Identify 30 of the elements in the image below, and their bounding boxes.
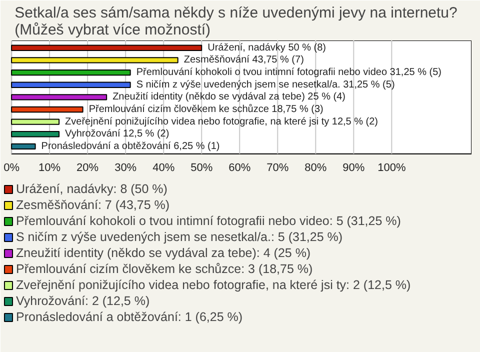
data-label: Zesměšňování 43,75 % (7) (184, 54, 304, 66)
x-tick-label: 80% (304, 162, 327, 174)
data-label: Zneužití identity (někdo se vydával za tebe) 25 % (4) (112, 92, 346, 103)
data-label: Přemlouvání cizím člověkem ke schůzce 18,75 % (3) (88, 102, 324, 115)
x-tick-label: 0% (4, 162, 20, 174)
chart-title: Setkal/a ses sám/sama někdy s níže uvedenými jevy na internetu? (Můžeš vybrat více možností) (14, 4, 458, 38)
legend-label: Zneužití identity (někdo se vydával za tebe): 4 (25 %) (16, 246, 311, 260)
data-label: Urážení, nadávky 50 % (8) (208, 42, 326, 54)
legend-label: Zveřejnění ponižujícího videa nebo fotografie, na které jsi ty: 2 (12,5 %) (16, 278, 411, 292)
x-tick-label: 40% (152, 162, 175, 174)
legend-label: Urážení, nadávky: 8 (50 %) (16, 182, 168, 196)
x-tick-label: 90% (342, 162, 365, 174)
legend-label: Pronásledování a obtěžování: 1 (6,25 %) (16, 310, 243, 324)
data-label: Přemlouvání kohokoli o tvou intimní fotografii nebo video 31,25 % (5) (136, 67, 442, 78)
legend-label: Přemlouvání cizím člověkem ke schůzce: 3 (18,75 %) (16, 262, 313, 276)
x-tick-label: 50% (190, 162, 213, 174)
data-label: Zveřejnění ponižujícího videa nebo fotografie, na které jsi ty 12,5 % (2) (65, 116, 378, 128)
data-label: Vyhrožování 12,5 % (2) (65, 128, 170, 140)
legend-label: Vyhrožování: 2 (12,5 %) (16, 294, 150, 308)
x-tick-label: 30% (114, 162, 137, 174)
legend-label: Přemlouvání kohokoli o tvou intimní fotografii nebo video: 5 (31,25 %) (16, 214, 401, 228)
data-label: Pronásledování a obtěžování 6,25 % (1) (41, 140, 220, 152)
data-label: S ničím z výše uvedených jsem se nesetkal/a. 31,25 % (5) (136, 79, 395, 90)
x-tick-label: 100% (378, 162, 406, 174)
x-tick-label: 60% (228, 162, 251, 174)
x-tick-label: 10% (38, 162, 61, 174)
x-tick-label: 70% (266, 162, 289, 174)
legend-label: S ničím z výše uvedených jsem se nesetkal/a.: 5 (31,25 %) (16, 230, 343, 244)
x-tick-label: 20% (76, 162, 99, 174)
legend-label: Zesměšňování: 7 (43,75 %) (16, 198, 170, 212)
